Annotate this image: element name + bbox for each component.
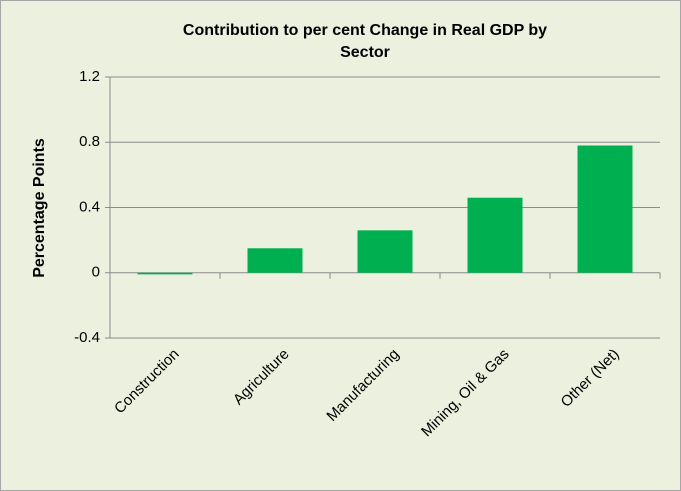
- bar: [137, 272, 193, 275]
- bar: [467, 197, 523, 273]
- y-tick-label: -0.4: [74, 329, 100, 346]
- bar: [577, 145, 633, 273]
- bar: [357, 230, 413, 273]
- y-tick-label: 0.8: [79, 133, 100, 150]
- y-axis-label: Percentage Points: [31, 138, 48, 278]
- y-tick-label: 0.4: [79, 198, 100, 215]
- y-tick-label: 0: [92, 264, 100, 281]
- chart-title: Contribution to per cent Change in Real …: [183, 22, 547, 39]
- chart-title: Sector: [340, 44, 390, 61]
- bar: [247, 248, 303, 273]
- y-tick-label: 1.2: [79, 68, 100, 85]
